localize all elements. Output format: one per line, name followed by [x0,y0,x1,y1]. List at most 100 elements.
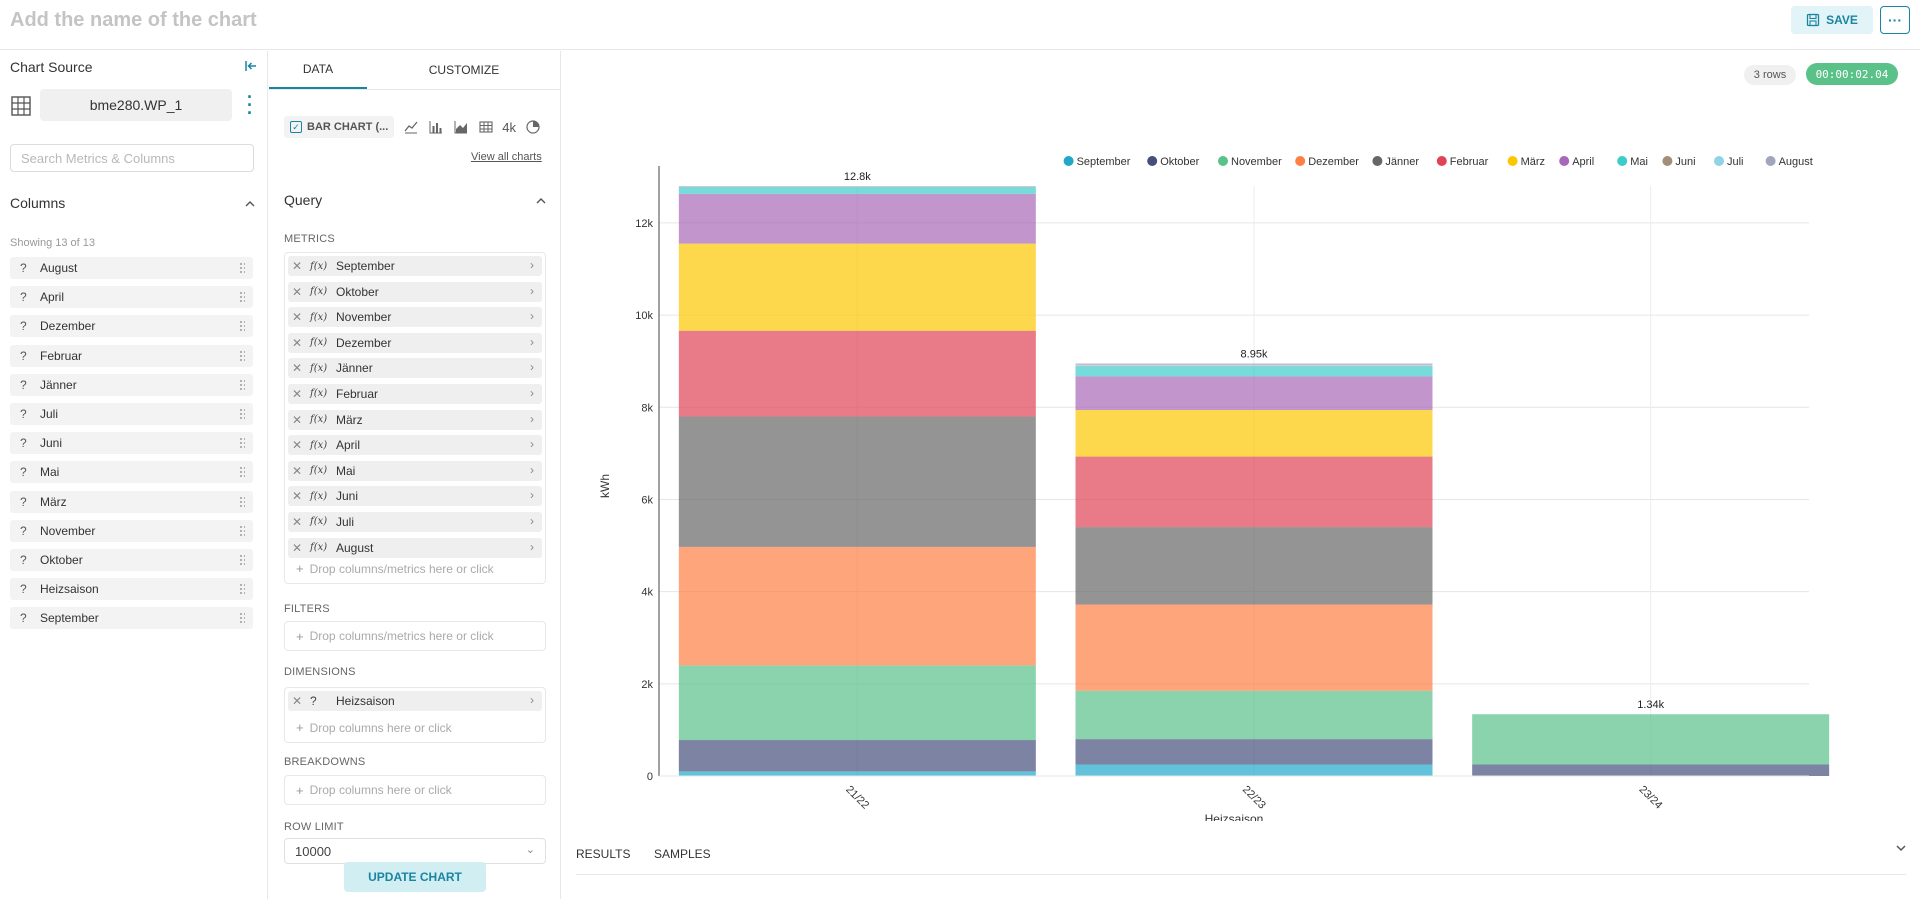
legend-swatch [1218,156,1228,166]
legend-item-jänner[interactable]: Jänner [1385,156,1419,168]
breakdowns-drop-zone[interactable]: + Drop columns here or click [288,779,542,801]
metric-chip[interactable]: ✕ f(x) Jänner › [288,358,542,379]
column-item[interactable]: ? Jänner [10,373,253,396]
column-name: August [40,261,78,275]
drag-handle-icon[interactable] [239,407,245,420]
metric-chip[interactable]: ✕ f(x) März › [288,409,542,430]
datasource-menu-icon[interactable]: · · · [247,87,253,123]
column-item[interactable]: ? Juli [10,402,253,425]
drag-handle-icon[interactable] [239,378,245,391]
drag-handle-icon[interactable] [239,524,245,537]
legend-item-april[interactable]: April [1572,156,1594,168]
metric-chip[interactable]: ✕ f(x) September › [288,256,542,276]
chevron-up-icon[interactable] [535,195,547,207]
update-chart-button[interactable]: UPDATE CHART [344,862,486,892]
metric-chip[interactable]: ✕ f(x) Juli › [288,511,542,532]
column-item[interactable]: ? April [10,286,253,309]
remove-icon[interactable]: ✕ [291,386,303,401]
line-chart-icon[interactable] [403,119,419,135]
legend-item-mai[interactable]: Mai [1630,156,1648,168]
drag-handle-icon[interactable] [239,553,245,566]
legend-item-februar[interactable]: Februar [1450,156,1489,168]
column-item[interactable]: ? Heizsaison [10,578,253,601]
metric-chip[interactable]: ✕ f(x) Februar › [288,383,542,404]
legend-item-juni[interactable]: Juni [1675,156,1695,168]
remove-icon[interactable]: ✕ [291,438,303,453]
filters-drop-zone[interactable]: + Drop columns/metrics here or click [288,625,542,647]
chevron-up-icon[interactable] [244,198,256,210]
check-icon: ✓ [290,121,302,133]
legend-item-september[interactable]: September [1077,156,1131,168]
remove-icon[interactable]: ✕ [291,412,303,427]
drag-handle-icon[interactable] [239,437,245,450]
remove-icon[interactable]: ✕ [291,361,303,376]
column-item[interactable]: ? November [10,519,253,542]
more-options-button[interactable]: ··· [1880,6,1910,34]
area-chart-icon[interactable] [453,119,469,135]
metric-chip[interactable]: ✕ f(x) Juni › [288,486,542,507]
chevron-down-icon[interactable] [1894,841,1908,855]
tab-samples[interactable]: SAMPLES [654,847,711,861]
view-all-charts-link[interactable]: View all charts [471,151,542,163]
tab-customize[interactable]: CUSTOMIZE [428,63,500,77]
chevron-right-icon: › [530,462,534,477]
column-item[interactable]: ? März [10,490,253,513]
collapse-panel-icon[interactable] [245,60,257,72]
row-limit-select[interactable]: 10000 ⌄ [284,838,546,864]
remove-icon[interactable]: ✕ [291,310,303,325]
column-item[interactable]: ? September [10,607,253,630]
remove-icon[interactable]: ✕ [291,489,303,504]
datasource-selector[interactable]: bme280.WP_1 [40,89,232,121]
column-item[interactable]: ? Mai [10,461,253,484]
table-icon[interactable] [478,119,494,135]
dimension-chip[interactable]: ✕ ? Heizsaison › [288,691,542,711]
big-number-icon[interactable]: 4k [502,119,517,135]
metric-chip[interactable]: ✕ f(x) April › [288,435,542,456]
remove-icon[interactable]: ✕ [291,259,303,273]
tab-data[interactable]: DATA [269,51,367,89]
metric-chip[interactable]: ✕ f(x) Mai › [288,460,542,481]
metrics-drop-zone[interactable]: + Drop columns/metrics here or click [288,558,542,580]
metric-chip[interactable]: ✕ f(x) Dezember › [288,332,542,353]
legend-item-august[interactable]: August [1779,156,1813,168]
column-item[interactable]: ? Juni [10,432,253,455]
legend-item-oktober[interactable]: Oktober [1160,156,1199,168]
drag-handle-icon[interactable] [239,349,245,362]
drag-handle-icon[interactable] [239,466,245,479]
legend-item-juli[interactable]: Juli [1727,156,1744,168]
metric-label: Jänner [336,361,373,376]
drag-handle-icon[interactable] [239,612,245,625]
column-item[interactable]: ? August [10,257,253,279]
drag-handle-icon[interactable] [239,583,245,596]
chart-name-input[interactable]: Add the name of the chart [10,9,257,31]
remove-icon[interactable]: ✕ [291,540,303,555]
tab-results[interactable]: RESULTS [576,847,631,861]
remove-icon[interactable]: ✕ [291,463,303,478]
function-icon: f(x) [310,439,328,451]
chevron-right-icon: › [530,488,534,503]
legend-item-november[interactable]: November [1231,156,1282,168]
metric-chip[interactable]: ✕ f(x) November › [288,307,542,328]
dimensions-drop-zone[interactable]: + Drop columns here or click [288,717,542,739]
metric-chip[interactable]: ✕ f(x) Oktober › [288,281,542,302]
remove-icon[interactable]: ✕ [291,284,303,299]
save-button[interactable]: SAVE [1791,6,1873,34]
metric-chip[interactable]: ✕ f(x) August › [288,537,542,558]
column-item[interactable]: ? Dezember [10,315,253,338]
remove-icon[interactable]: ✕ [291,694,303,708]
column-item[interactable]: ? Oktober [10,548,253,571]
drag-handle-icon[interactable] [239,495,245,508]
column-item[interactable]: ? Februar [10,344,253,367]
bar-chart-icon[interactable] [428,119,444,135]
remove-icon[interactable]: ✕ [291,514,303,529]
legend-item-dezember[interactable]: Dezember [1308,156,1359,168]
pie-chart-icon[interactable] [525,119,541,135]
viz-type-selector[interactable]: ✓ BAR CHART (... [284,116,395,138]
bar-september-0 [678,771,1036,776]
drag-handle-icon[interactable] [239,320,245,333]
remove-icon[interactable]: ✕ [291,335,303,350]
legend-item-märz[interactable]: März [1521,156,1545,168]
search-metrics-input[interactable] [10,144,254,172]
drag-handle-icon[interactable] [239,262,245,274]
drag-handle-icon[interactable] [239,291,245,304]
